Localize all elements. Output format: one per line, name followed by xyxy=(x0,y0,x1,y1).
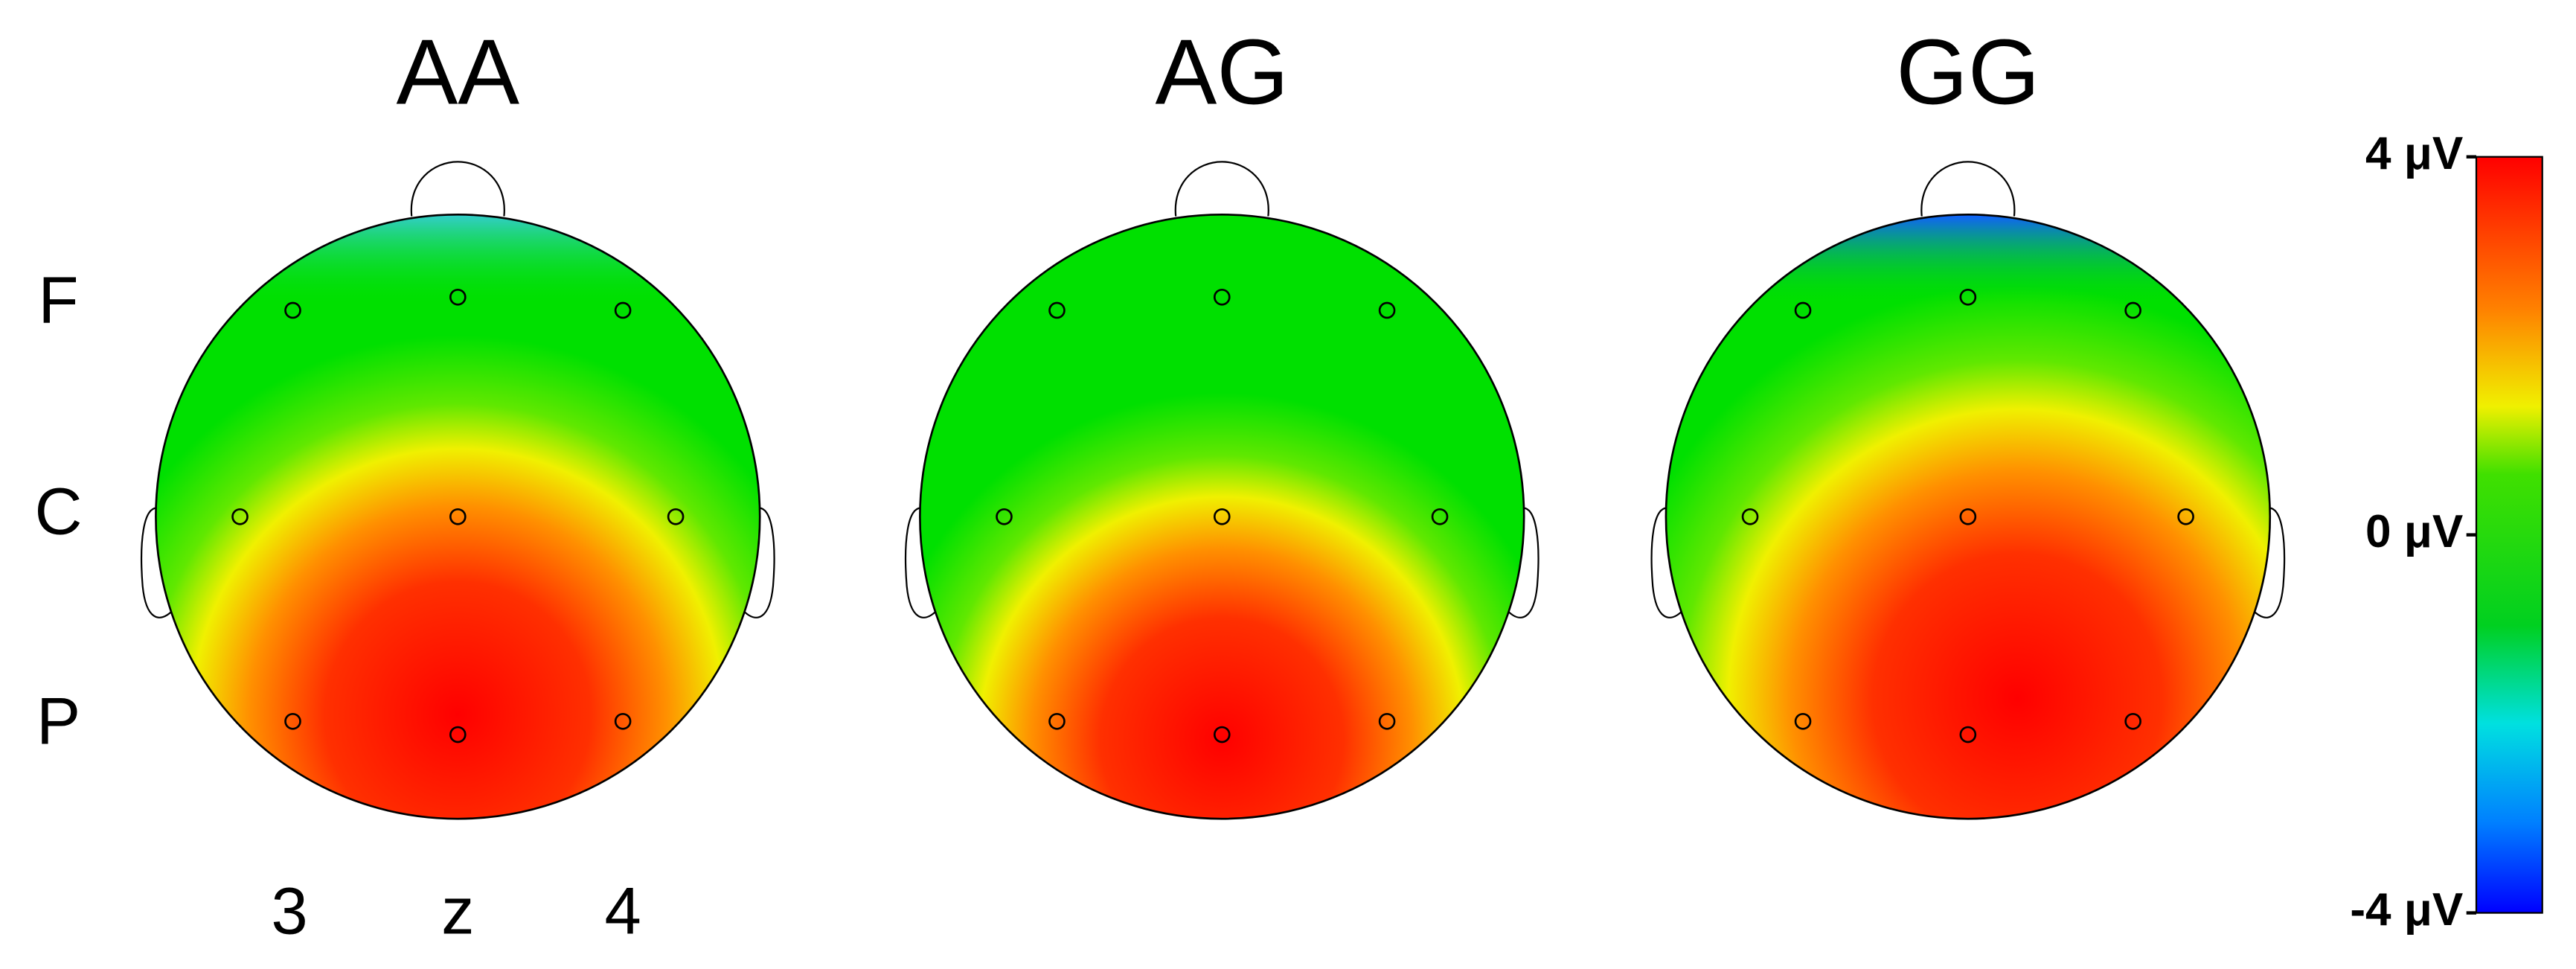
tick-label: -4 μV xyxy=(2350,884,2463,936)
scalp-outline xyxy=(919,214,1525,820)
row-label: P xyxy=(36,684,80,758)
column-label: 4 xyxy=(604,874,641,947)
electrode xyxy=(449,288,467,306)
row-label: F xyxy=(38,263,78,337)
column-labels: 3 z 4 xyxy=(271,874,641,947)
scalp-outline xyxy=(1665,214,2272,820)
colorbar-ticks: 4 μV 0 μV -4 μV xyxy=(2350,128,2477,936)
electrode xyxy=(1048,301,1066,319)
electrode xyxy=(284,301,301,319)
electrode xyxy=(1959,726,1977,743)
electrode xyxy=(1213,726,1231,743)
electrode xyxy=(1378,301,1396,319)
tick-label: 4 μV xyxy=(2365,128,2463,179)
electrode xyxy=(1794,301,1812,319)
colorbar xyxy=(2475,156,2543,914)
row-labels: F C P xyxy=(35,263,83,758)
scalp-outline xyxy=(155,214,761,820)
electrode xyxy=(1959,288,1977,306)
head-maps: AA AG GG xyxy=(141,21,2286,820)
nose xyxy=(1920,161,2016,217)
panel-title: AA xyxy=(396,21,519,124)
electrode xyxy=(449,508,467,525)
electrode xyxy=(284,712,301,730)
electrode xyxy=(1959,508,1977,525)
electrode xyxy=(2124,712,2141,730)
electrode xyxy=(231,508,249,525)
electrode xyxy=(614,301,632,319)
electrode xyxy=(667,508,685,525)
electrode xyxy=(449,726,467,743)
electrode xyxy=(1741,508,1759,525)
electrode xyxy=(1213,288,1231,306)
nose xyxy=(410,161,505,217)
panel-title: AG xyxy=(1156,21,1289,124)
column-label: 3 xyxy=(271,874,307,947)
electrode xyxy=(1431,508,1449,525)
electrode xyxy=(2177,508,2194,525)
electrode xyxy=(996,508,1013,525)
row-label: C xyxy=(35,475,83,549)
panel-title: GG xyxy=(1896,21,2040,124)
electrode xyxy=(2124,301,2141,319)
electrode xyxy=(1213,508,1231,525)
tick-label: 0 μV xyxy=(2365,506,2463,557)
electrode xyxy=(1794,712,1812,730)
electrode xyxy=(1378,712,1396,730)
nose xyxy=(1174,161,1269,217)
electrode xyxy=(1048,712,1066,730)
column-label: z xyxy=(441,874,474,947)
electrode xyxy=(614,712,632,730)
